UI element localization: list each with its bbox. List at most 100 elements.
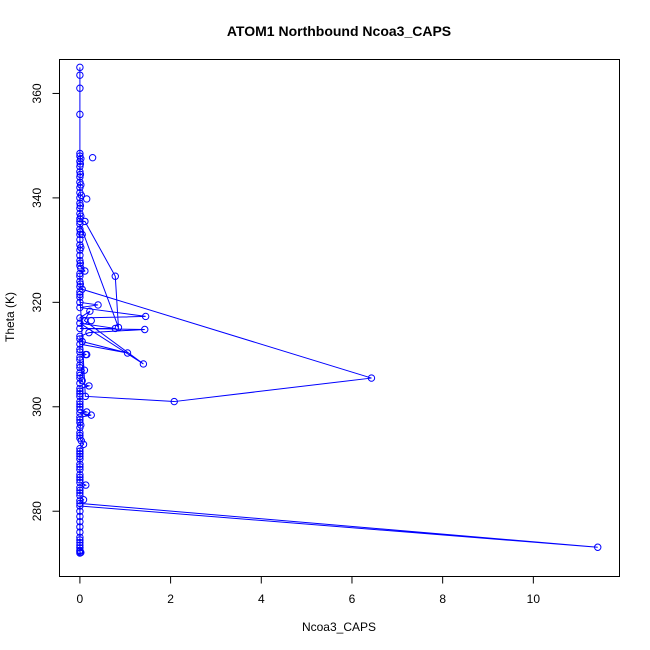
data-point: [76, 465, 84, 474]
data-point: [76, 405, 84, 414]
data-point: [83, 195, 91, 203]
data-point: [76, 183, 84, 192]
data-point: [76, 484, 84, 492]
x-axis: 0 2 4 6 8 10: [77, 576, 541, 606]
data-point: [76, 168, 84, 176]
data-point: [76, 194, 84, 202]
data-point: [76, 361, 84, 369]
chart-title: ATOM1 Northbound Ncoa3_CAPS: [227, 23, 451, 39]
data-point: [76, 491, 84, 500]
data-point: [76, 447, 84, 455]
data-point: [76, 110, 84, 119]
x-axis-label: Ncoa3_CAPS: [302, 620, 376, 634]
data-point: [76, 413, 84, 421]
data-point: [76, 259, 85, 267]
data-point: [76, 71, 84, 79]
data-point: [76, 277, 84, 286]
data-point: [139, 360, 148, 368]
data-point: [85, 382, 93, 390]
x-tick-label: 4: [258, 592, 265, 606]
data-point: [76, 452, 84, 461]
data-point: [76, 528, 84, 536]
y-tick-label: 320: [30, 292, 44, 312]
x-tick-label: 10: [527, 592, 541, 606]
data-point: [77, 264, 85, 273]
data-point: [76, 269, 84, 278]
data-point: [76, 489, 84, 497]
y-tick-label: 300: [30, 396, 44, 416]
data-point: [76, 202, 85, 210]
data-point: [87, 411, 95, 419]
data-point: [85, 328, 93, 337]
data-point: [88, 153, 97, 162]
data-point: [76, 486, 84, 495]
data-point: [76, 379, 84, 387]
data-point: [76, 217, 84, 226]
x-tick-label: 2: [167, 592, 174, 606]
data-point: [111, 272, 119, 280]
data-point: [76, 84, 84, 92]
data-point: [76, 303, 84, 312]
data-point: [86, 307, 94, 315]
data-point: [76, 251, 84, 260]
data-point: [141, 312, 150, 321]
data-point: [76, 272, 84, 280]
data-point: [76, 444, 84, 453]
data-point: [76, 533, 84, 542]
data-point: [76, 450, 84, 458]
data-point: [76, 512, 84, 521]
data-point: [76, 280, 85, 288]
y-tick-label: 340: [30, 188, 44, 208]
data-point: [76, 392, 84, 401]
data-point: [76, 423, 84, 432]
data-point: [76, 173, 84, 181]
data-point: [76, 476, 84, 484]
data-point: [170, 397, 178, 406]
data-point: [76, 536, 84, 544]
data-point: [76, 298, 84, 307]
y-tick-label: 360: [30, 83, 44, 103]
data-point: [114, 323, 123, 332]
data-point: [76, 293, 84, 301]
data-point: [76, 390, 84, 398]
data-point: [76, 353, 84, 361]
data-point: [76, 348, 84, 356]
data-point: [76, 416, 84, 424]
data-point: [76, 170, 85, 179]
x-tick-label: 8: [439, 592, 446, 606]
data-point: [76, 473, 84, 481]
data-point: [76, 340, 84, 348]
data-point: [76, 63, 84, 72]
data-point: [76, 230, 84, 239]
data-point: [76, 356, 84, 364]
data-point: [79, 440, 88, 449]
data-point: [141, 325, 149, 334]
data-point: [76, 429, 84, 437]
data-point: [83, 350, 91, 359]
data-point: [76, 431, 84, 440]
data-point: [76, 256, 84, 265]
data-point: [77, 548, 85, 557]
data-point: [76, 463, 84, 471]
data-point: [76, 499, 84, 508]
data-point: [123, 349, 132, 357]
data-point: [76, 369, 84, 377]
data-point: [87, 316, 95, 325]
data-point: [76, 384, 84, 393]
data-point: [76, 160, 85, 168]
data-point: [76, 497, 84, 505]
data-point: [76, 149, 84, 158]
y-axis-label: Theta (K): [3, 292, 17, 342]
data-point: [111, 324, 119, 333]
data-point: [76, 517, 84, 526]
data-point: [82, 481, 90, 489]
data-point: [594, 543, 602, 551]
data-point: [76, 478, 84, 487]
data-point: [76, 538, 84, 547]
y-axis: 280 300 320 340 360: [30, 83, 60, 521]
data-point: [76, 460, 84, 468]
data-point: [76, 400, 84, 408]
data-point: [76, 290, 84, 299]
data-point: [76, 470, 84, 479]
